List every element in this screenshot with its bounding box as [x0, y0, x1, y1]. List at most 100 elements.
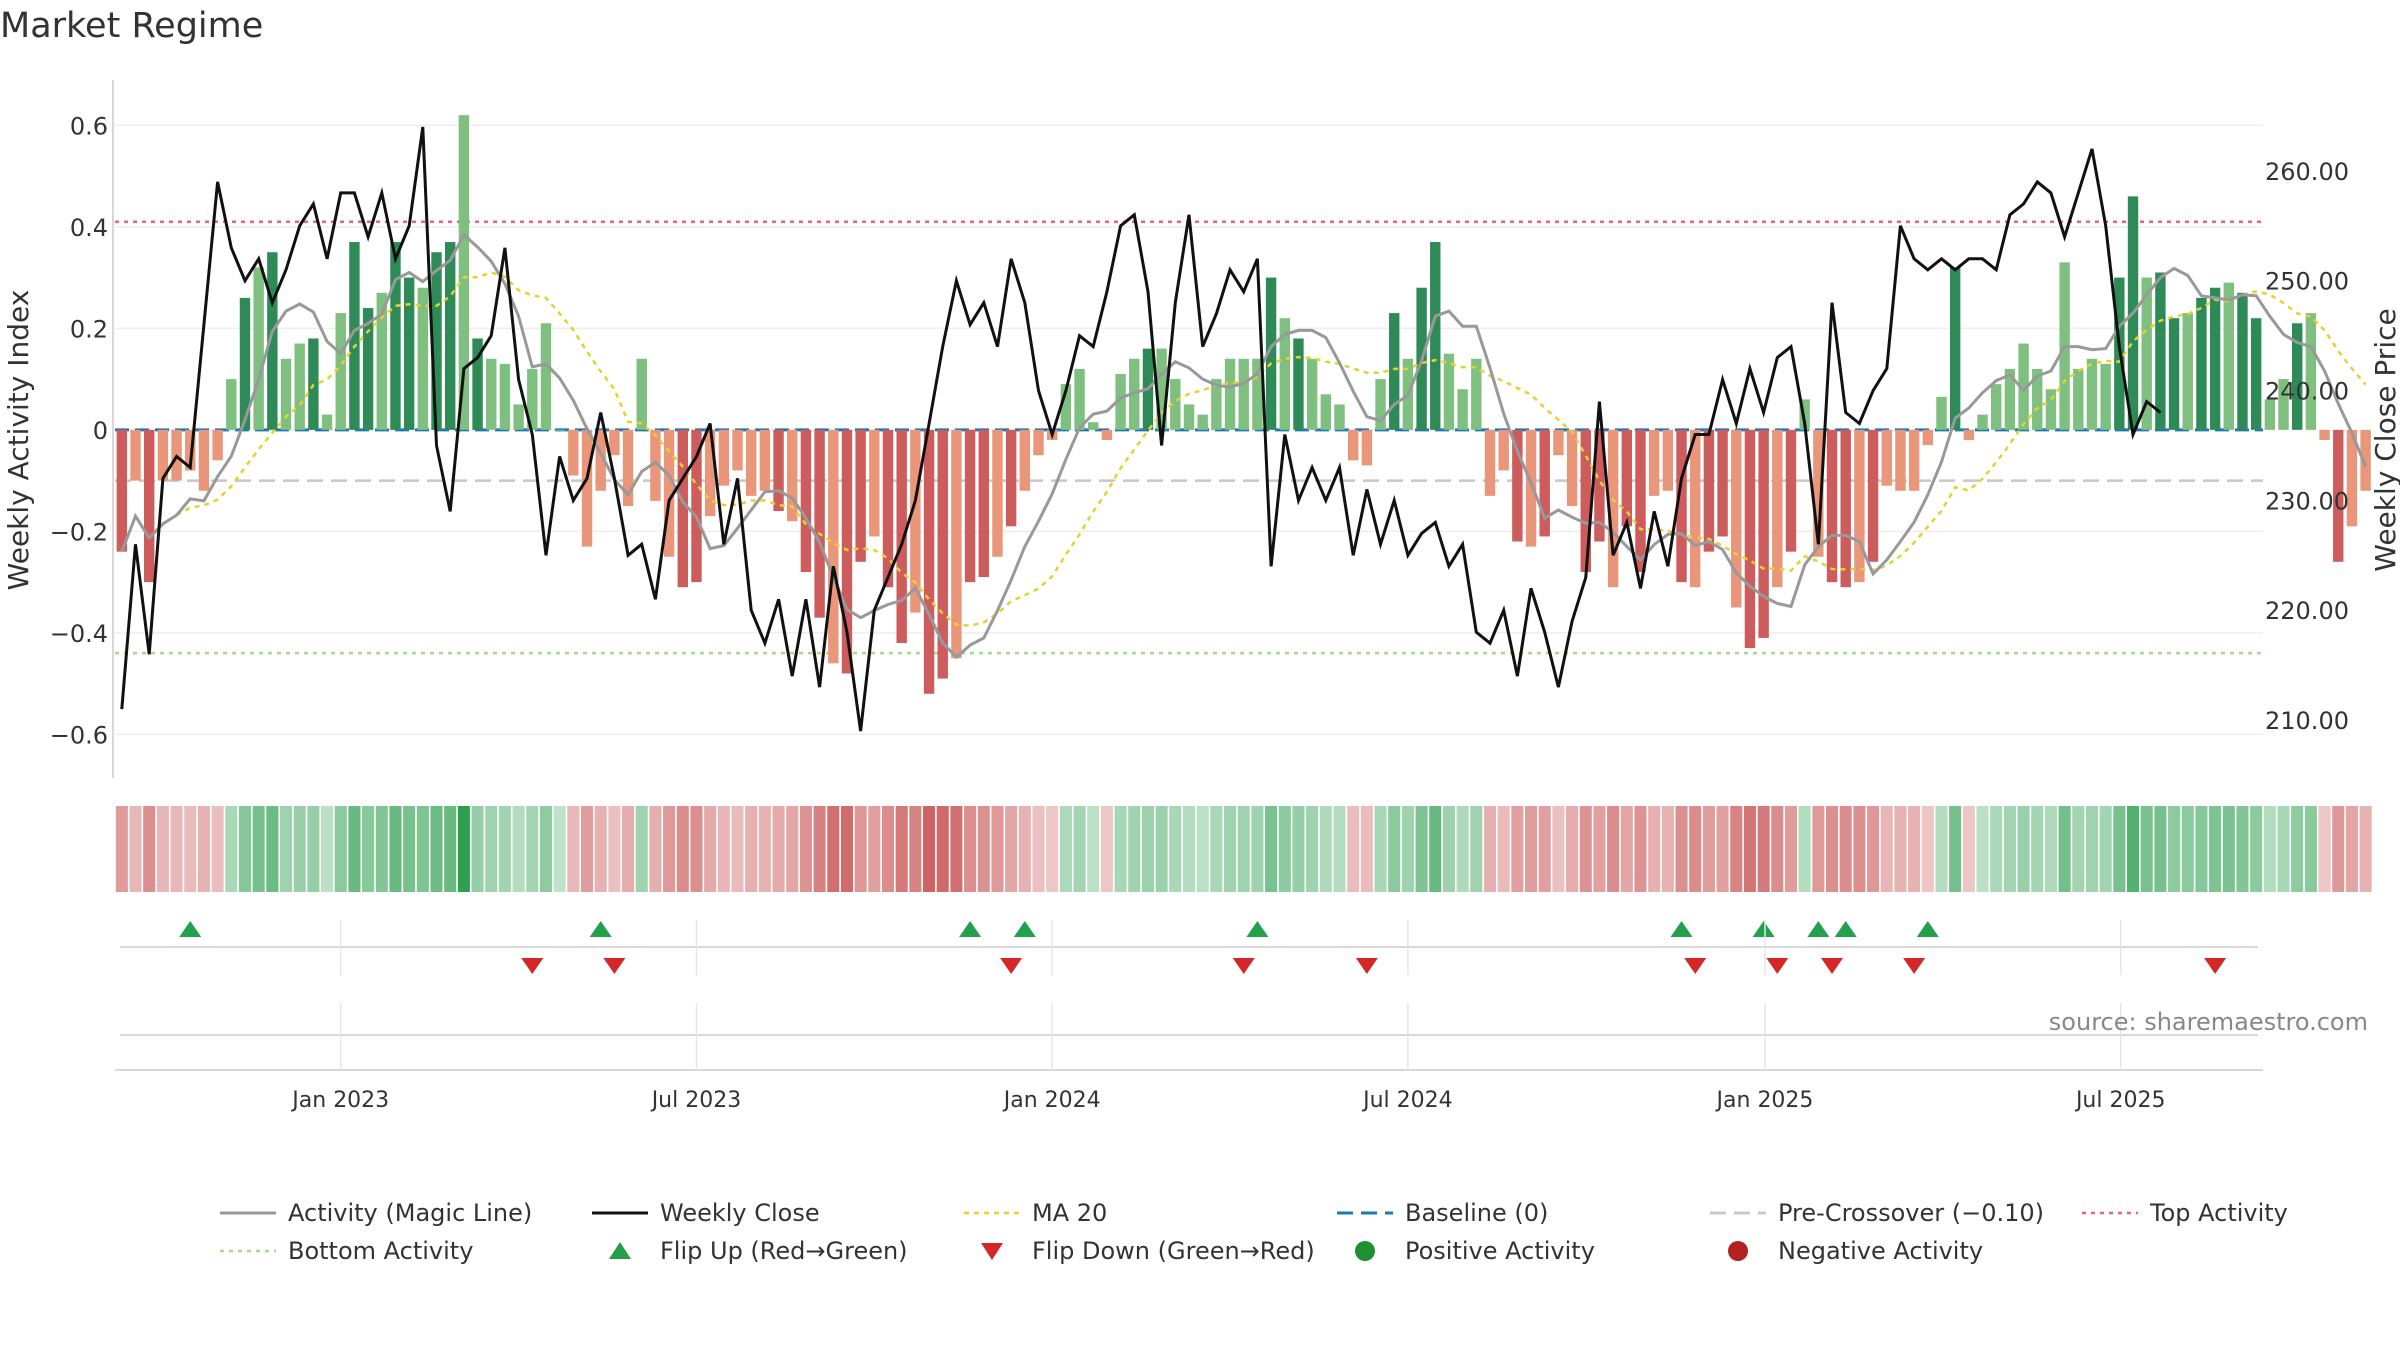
y-axis-label: Weekly Activity Index: [2, 290, 35, 591]
heat-cell: [1169, 806, 1182, 892]
legend-item-top: Top Activity: [2080, 1195, 2288, 1231]
activity-bar: [677, 429, 688, 588]
heat-cell: [375, 806, 388, 892]
activity-bar: [1512, 429, 1523, 542]
activity-bar: [1375, 379, 1386, 430]
legend-item-activity: Activity (Magic Line): [218, 1195, 532, 1231]
heat-cell: [977, 806, 990, 892]
activity-bar: [321, 414, 333, 430]
flip-down-marker: [1000, 958, 1023, 974]
activity-bar: [2333, 429, 2344, 562]
heat-cell: [1511, 806, 1524, 892]
y2-tick-label: 250.00: [2265, 268, 2349, 296]
heat-cell: [389, 806, 402, 892]
activity-legend-symbol: [218, 1195, 278, 1231]
ma20-legend-symbol: [962, 1195, 1022, 1231]
heat-cell: [2126, 806, 2140, 892]
activity-bar: [1101, 429, 1113, 440]
legend: Activity (Magic Line) Weekly Close MA 20 Ba…: [0, 1195, 2400, 1285]
activity-bar: [1525, 429, 1537, 547]
activity-bar: [444, 242, 456, 430]
activity-bar: [1211, 379, 1222, 430]
heat-cell: [403, 806, 416, 892]
activity-bar: [704, 429, 716, 517]
heat-cell: [2113, 806, 2126, 892]
heat-cell: [868, 806, 881, 892]
heat-cell: [279, 806, 293, 892]
heat-cell: [2195, 806, 2208, 892]
heat-cell: [1374, 806, 1387, 892]
heat-cell: [827, 806, 840, 892]
activity-bar: [2223, 282, 2234, 430]
heat-cell: [2099, 806, 2112, 892]
activity-bar: [923, 429, 935, 694]
flip-down-legend-icon: [981, 1243, 1003, 1260]
activity-bar: [1539, 429, 1550, 537]
activity-bar: [2182, 313, 2193, 430]
heat-cell: [799, 806, 812, 892]
flip-up-marker: [1013, 921, 1036, 937]
activity-bar: [691, 429, 702, 583]
heat-cell: [854, 806, 867, 892]
activity-bar: [1703, 429, 1715, 552]
top-legend-symbol: [2080, 1195, 2140, 1231]
activity-bar: [1758, 429, 1769, 638]
activity-bar: [294, 343, 305, 430]
activity-bar: [417, 287, 429, 430]
activity-bar: [1156, 348, 1167, 430]
heat-cell: [444, 806, 457, 892]
activity-bar: [390, 242, 401, 430]
heat-cell: [1566, 806, 1579, 892]
flip-up-marker: [1807, 921, 1830, 937]
heat-cell: [1867, 806, 1880, 892]
heat-cell: [2318, 806, 2331, 892]
heat-cell: [1224, 806, 1237, 892]
activity-bar: [2141, 277, 2152, 430]
activity-bar: [773, 429, 784, 512]
activity-bar: [1334, 404, 1345, 430]
heat-cell: [1730, 806, 1743, 892]
heat-cell: [786, 806, 799, 892]
activity-bar: [403, 277, 415, 430]
heat-cell: [1210, 806, 1223, 892]
heat-cell: [211, 806, 224, 892]
heat-cell: [881, 806, 895, 892]
flip-up-marker: [1246, 921, 1269, 937]
heat-cell: [1675, 806, 1688, 892]
flip-down-marker: [1232, 958, 1255, 974]
flip-up-legend-icon: [609, 1242, 631, 1259]
heat-cell: [622, 806, 635, 892]
activity-bars: [116, 115, 2371, 694]
heat-cell: [266, 806, 279, 892]
legend-item-baseline: Baseline (0): [1335, 1195, 1548, 1231]
activity-bar: [2264, 399, 2276, 430]
heat-cell: [143, 806, 156, 892]
heat-cell: [1388, 806, 1401, 892]
activity-bar: [609, 429, 620, 456]
activity-bar: [185, 429, 196, 471]
heat-cell: [225, 806, 238, 892]
heat-cell: [334, 806, 347, 892]
heat-cell: [2332, 806, 2345, 892]
legend-label: Negative Activity: [1778, 1237, 1984, 1265]
activity-bar: [1060, 384, 1072, 430]
activity-bar: [1717, 429, 1728, 537]
pos-legend-symbol: [1335, 1233, 1395, 1269]
activity-bar: [527, 368, 538, 430]
heat-cell: [1018, 806, 1031, 892]
heat-cell: [1196, 806, 1209, 892]
activity-bar: [267, 252, 278, 430]
heat-cell: [1401, 806, 1414, 892]
activity-bar: [869, 429, 880, 537]
y2-tick-label: 220.00: [2265, 597, 2349, 625]
heat-cell: [1251, 806, 1264, 892]
legend-item-ma20: MA 20: [962, 1195, 1107, 1231]
heat-cell: [307, 806, 320, 892]
activity-bar: [2086, 358, 2098, 430]
activity-bar: [718, 429, 730, 486]
activity-bar: [2032, 368, 2043, 430]
heat-cell: [2003, 806, 2016, 892]
activity-bar: [2018, 343, 2029, 430]
activity-bar: [732, 429, 743, 471]
heat-cell: [1921, 806, 1934, 892]
